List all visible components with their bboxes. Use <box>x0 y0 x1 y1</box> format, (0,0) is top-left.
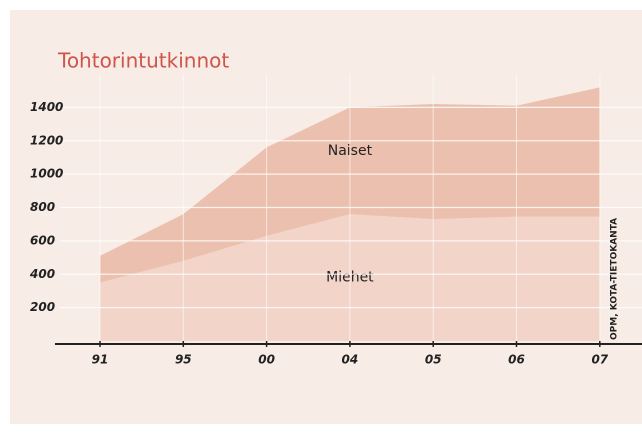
y-tick-label: 200 <box>30 300 55 314</box>
y-tick-label: 1200 <box>30 133 63 147</box>
x-tick-label: 95 <box>175 353 192 367</box>
y-tick-label: 1400 <box>30 100 63 114</box>
x-tick-label: 07 <box>591 353 608 367</box>
x-tick-label: 04 <box>342 353 359 367</box>
x-tick-label: 06 <box>508 353 525 367</box>
chart-title: Tohtorintutkinnot <box>57 49 229 73</box>
x-tick-label: 05 <box>425 353 442 367</box>
source: OPM, KOTA-TIETOKANTA <box>610 218 620 340</box>
y-tick-label: 800 <box>30 200 55 214</box>
x-tick-label: 91 <box>92 353 109 367</box>
y-tick-label: 400 <box>29 267 55 281</box>
y-tick-label: 600 <box>30 233 55 247</box>
y-tick-label: 1000 <box>30 167 63 181</box>
x-tick-label: 00 <box>258 353 275 367</box>
